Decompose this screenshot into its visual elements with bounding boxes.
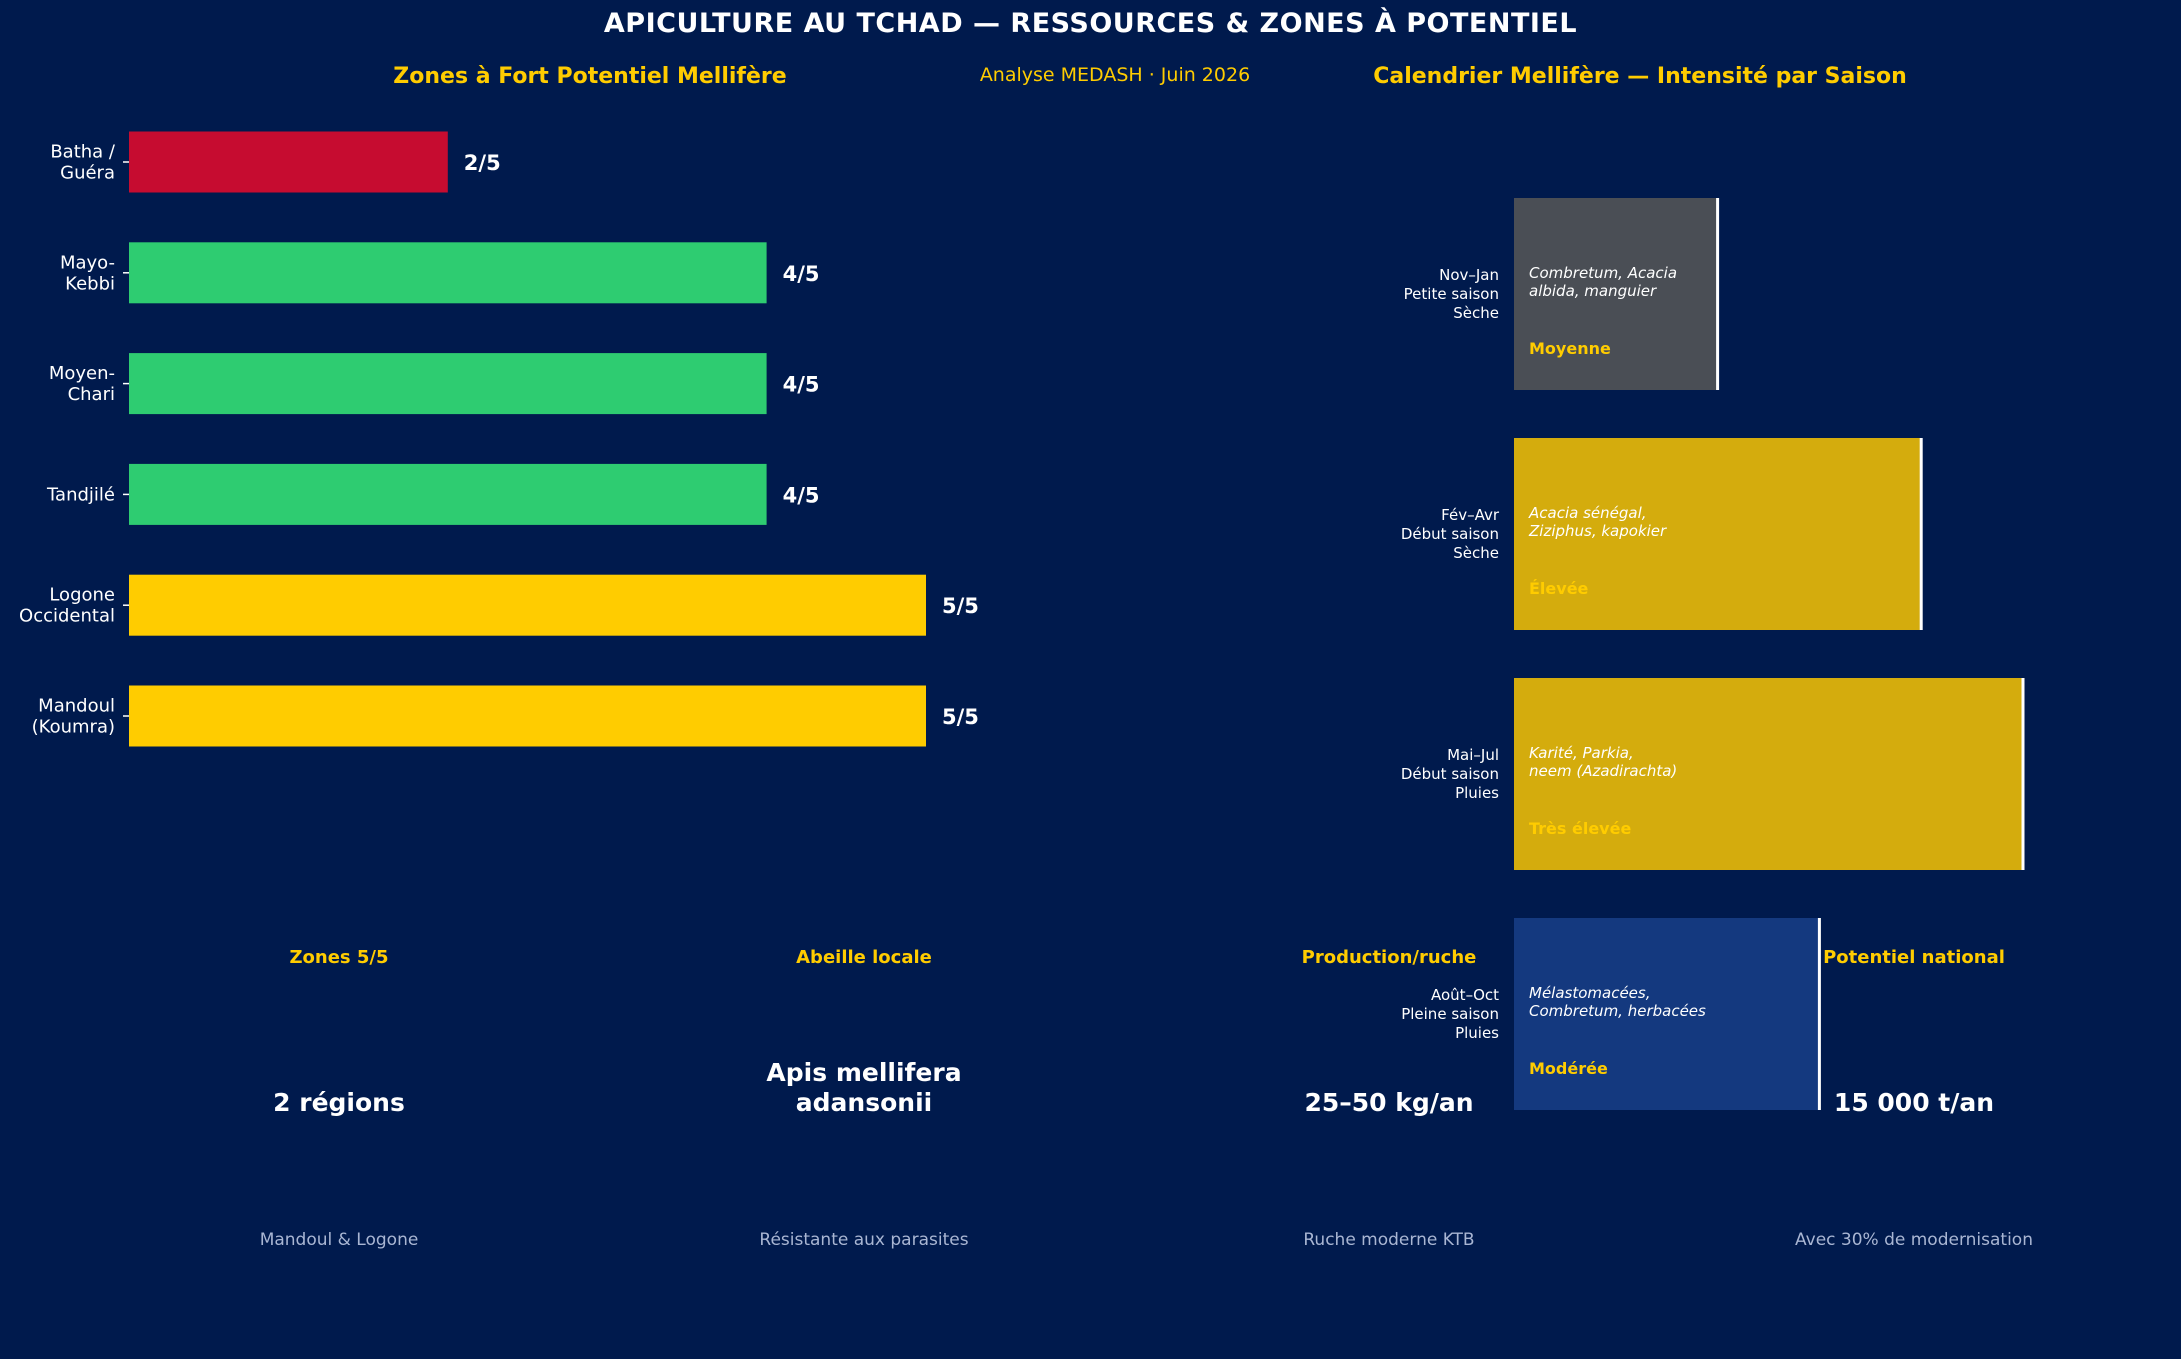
season-bar: [1514, 198, 1718, 390]
zone-category-label: Mayo-: [60, 252, 115, 273]
zone-value-label: 4/5: [783, 483, 820, 507]
kpi-label: Production/ruche: [1301, 947, 1477, 968]
zone-bar: [129, 242, 767, 304]
calendar-chart-title: Calendrier Mellifère — Intensité par Sai…: [1373, 64, 1907, 89]
season-intensity-label: Très élevée: [1529, 819, 1631, 838]
zone-bar: [129, 463, 767, 525]
zone-category-label: Kebbi: [65, 273, 115, 294]
kpi-label: Abeille locale: [796, 947, 932, 968]
zone-category-label: Mandoul: [38, 696, 115, 717]
kpi-value-line: adansonii: [795, 1088, 933, 1117]
kpi-value-line: 15 000 t/an: [1833, 1088, 1995, 1117]
kpi-value: 15 000 t/an: [1714, 1088, 2114, 1118]
zones-bar-chart: Batha /Guéra 2/5 Mayo-Kebbi 4/5 Moyen-Chari 4…: [19, 131, 979, 747]
zone-category-label: Moyen-: [49, 363, 115, 384]
season-category-label: Août–Oct: [1431, 986, 1499, 1004]
season-flora-text: Acacia sénégal,: [1528, 504, 1647, 522]
kpi-value-line: 25–50 kg/an: [1304, 1088, 1474, 1117]
season-category-label: Pluies: [1455, 784, 1499, 802]
kpi-note: Résistante aux parasites: [759, 1230, 969, 1250]
season-bar: [1514, 918, 1820, 1110]
kpi-value: 25–50 kg/an: [1189, 1088, 1589, 1118]
kpi-label: Potentiel national: [1823, 947, 2005, 968]
season-category-label: Début saison: [1401, 525, 1499, 543]
kpi-note: Mandoul & Logone: [259, 1230, 419, 1250]
zone-value-label: 5/5: [942, 705, 979, 729]
zone-category-label: (Koumra): [32, 717, 115, 738]
zone-category-label: Chari: [68, 384, 115, 405]
report-subtitle: Analyse MEDASH · Juin 2026: [979, 64, 1251, 86]
season-bar: [1514, 678, 2023, 870]
zone-category-label: Tandjilé: [46, 484, 115, 505]
zone-value-label: 2/5: [464, 151, 501, 175]
kpi-value-line: Apis mellifera: [766, 1058, 962, 1087]
season-category-label: Pluies: [1455, 1024, 1499, 1042]
season-flora-text: Combretum, herbacées: [1529, 1002, 1706, 1020]
zone-bar: [129, 574, 926, 636]
zone-category-label: Guéra: [60, 163, 115, 184]
season-category-label: Petite saison: [1404, 285, 1499, 303]
season-category-label: Mai–Jul: [1447, 746, 1499, 764]
zone-bar: [129, 131, 448, 193]
season-category-label: Sèche: [1453, 304, 1499, 322]
kpi-note: Ruche moderne KTB: [1303, 1230, 1475, 1250]
zones-chart-title: Zones à Fort Potentiel Mellifère: [393, 64, 787, 89]
zone-bar: [129, 685, 926, 747]
season-intensity-label: Moyenne: [1529, 339, 1611, 358]
main-title: APICULTURE AU TCHAD — RESSOURCES & ZONES…: [603, 8, 1578, 39]
zone-value-label: 4/5: [783, 373, 820, 397]
kpi-value: 2 régions: [139, 1088, 539, 1118]
zone-category-label: Logone: [49, 585, 115, 606]
season-flora-text: albida, manguier: [1529, 282, 1657, 300]
season-intensity-label: Élevée: [1529, 579, 1589, 598]
season-flora-text: Karité, Parkia,: [1529, 744, 1634, 762]
season-flora-text: neem (Azadirachta): [1529, 762, 1677, 780]
season-flora-text: Combretum, Acacia: [1529, 264, 1677, 282]
zone-bar: [129, 353, 767, 415]
season-category-label: Fév–Avr: [1441, 506, 1500, 524]
kpi-note: Avec 30% de modernisation: [1795, 1230, 2033, 1250]
season-category-label: Sèche: [1453, 544, 1499, 562]
zone-category-label: Batha /: [50, 142, 116, 163]
season-category-label: Nov–Jan: [1439, 266, 1499, 284]
kpi-label: Zones 5/5: [289, 947, 389, 968]
season-intensity-label: Modérée: [1529, 1059, 1608, 1078]
season-flora-text: Mélastomacées,: [1529, 984, 1651, 1002]
season-bar: [1514, 438, 1922, 630]
season-flora-text: Ziziphus, kapokier: [1528, 522, 1667, 540]
kpi-value-line: 2 régions: [273, 1088, 405, 1117]
zone-value-label: 5/5: [942, 594, 979, 618]
season-category-label: Début saison: [1401, 765, 1499, 783]
zone-category-label: Occidental: [19, 606, 115, 627]
season-category-label: Pleine saison: [1401, 1005, 1499, 1023]
kpi-value: Apis mellifera adansonii: [664, 1058, 1064, 1118]
zone-value-label: 4/5: [783, 262, 820, 286]
